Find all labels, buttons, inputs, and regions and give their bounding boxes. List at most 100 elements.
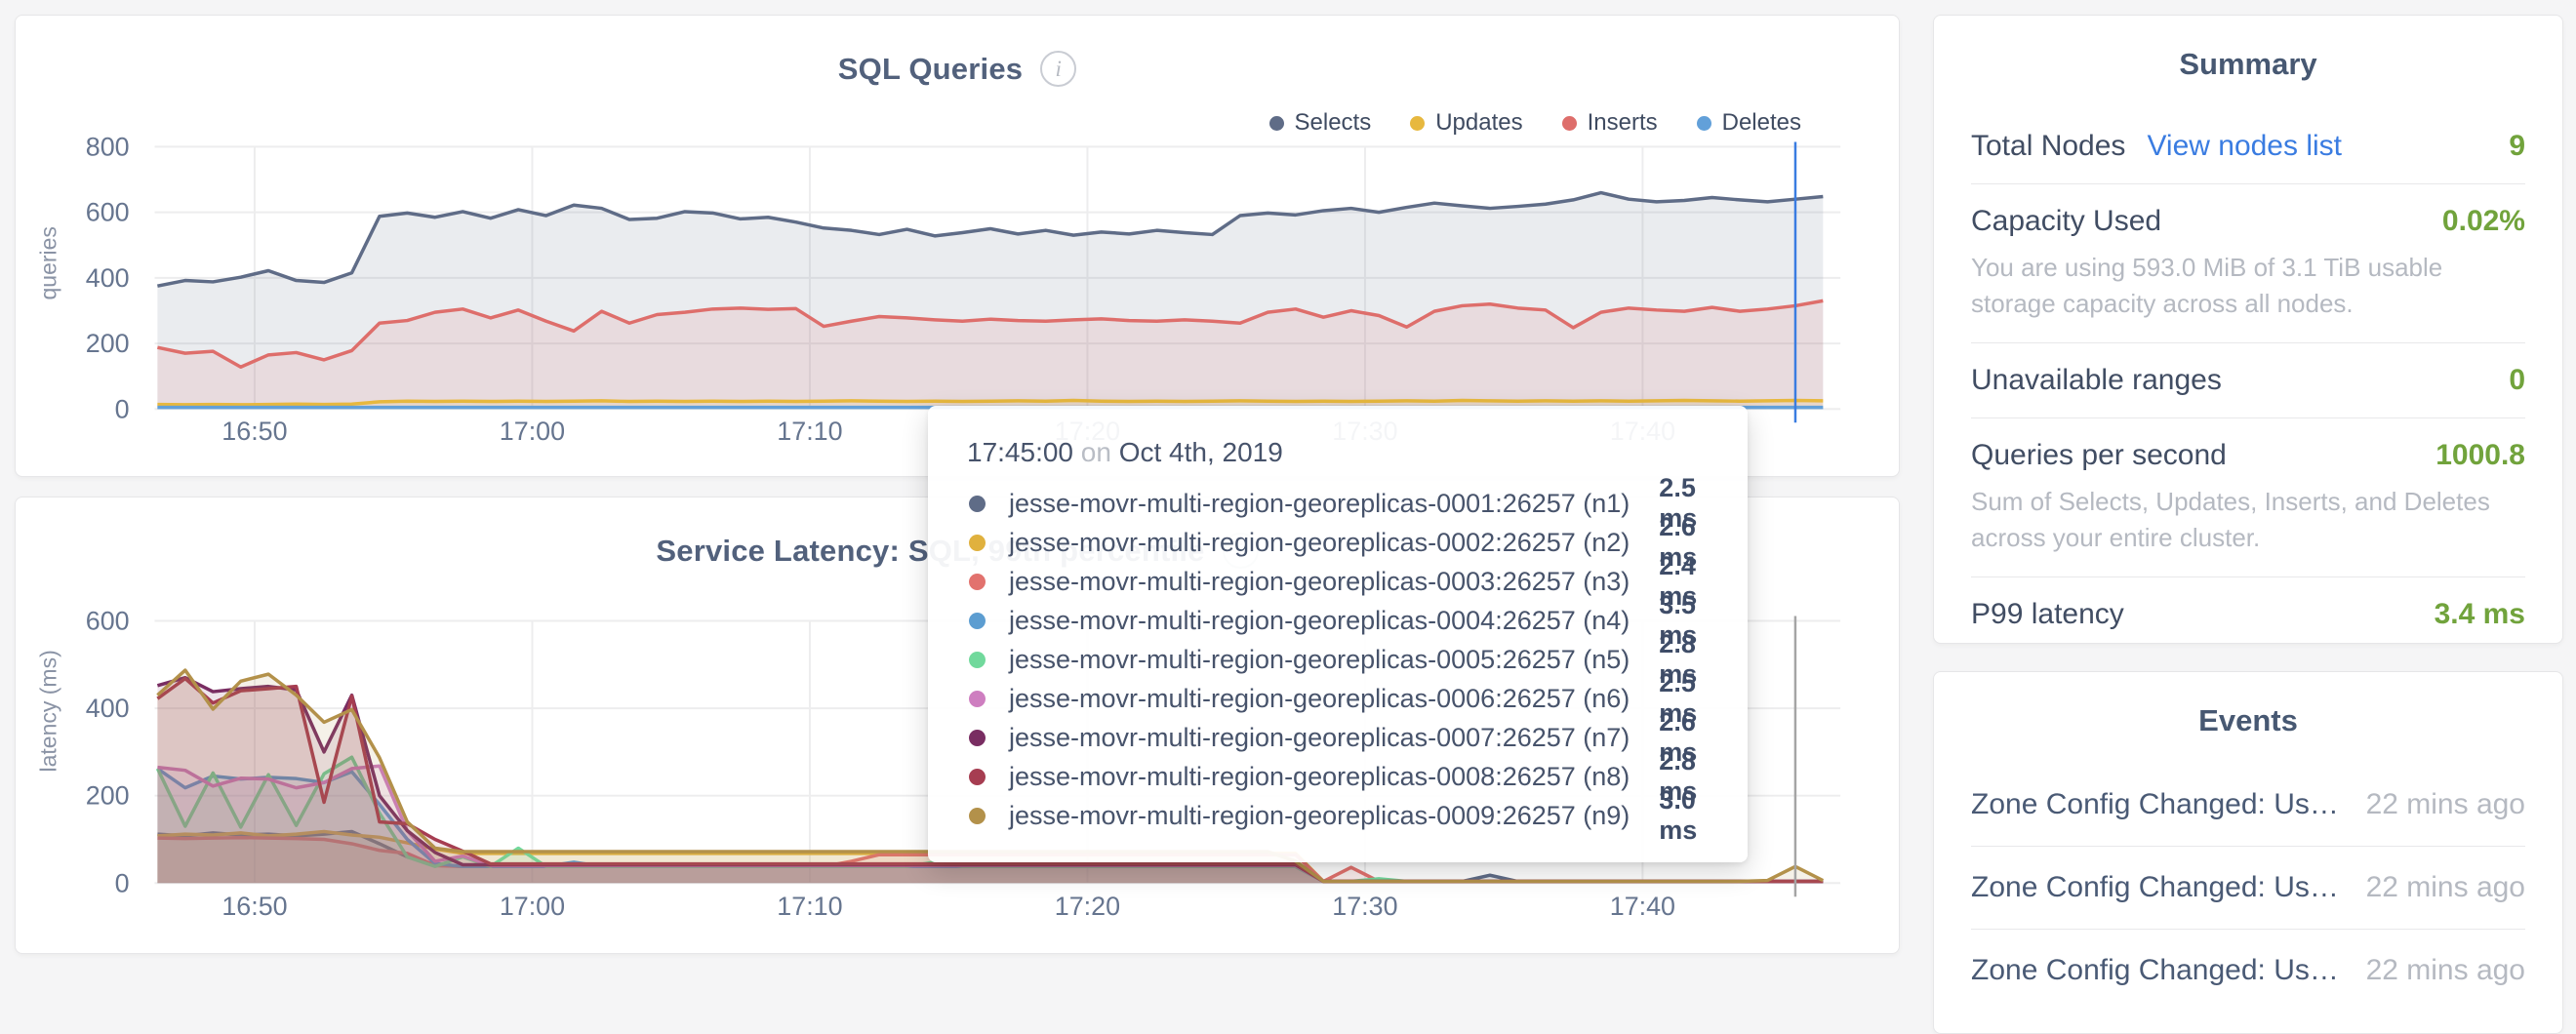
series-n7-area <box>157 677 1824 884</box>
node-latency-value: 2.8 ms <box>1659 629 1698 689</box>
summary-body: Total Nodes View nodes list 9 Capacity U… <box>1934 82 2562 652</box>
series-n4-area <box>157 768 1824 884</box>
sql-queries-title-row: SQL Queries i <box>16 51 1899 87</box>
y-tick-label: 600 <box>86 606 130 635</box>
view-nodes-list-link[interactable]: View nodes list <box>2147 130 2342 162</box>
x-tick-label: 16:50 <box>221 417 287 446</box>
tooltip-row-n4: jesse-movr-multi-region-georeplicas-0004… <box>928 590 1748 650</box>
x-tick-label: 17:40 <box>1610 892 1675 921</box>
tooltip-row-n5: jesse-movr-multi-region-georeplicas-0005… <box>928 629 1748 689</box>
event-time: 22 mins ago <box>2365 954 2525 986</box>
series-n9-area <box>157 670 1824 884</box>
sql-queries-title: SQL Queries <box>837 51 1024 86</box>
tooltip-row-n3: jesse-movr-multi-region-georeplicas-0003… <box>928 551 1748 611</box>
node-name: jesse-movr-multi-region-georeplicas-0005… <box>1009 644 1630 674</box>
series-inserts-line <box>157 298 1824 370</box>
x-tick-label: 17:10 <box>777 892 842 921</box>
node-color-dot-icon <box>969 768 986 785</box>
node-color-dot-icon <box>969 807 986 824</box>
deletes-dot-icon <box>1696 115 1711 131</box>
event-text: Zone Config Changed: User… <box>1971 954 2347 986</box>
node-color-dot-icon <box>969 651 986 668</box>
series-n5-area <box>157 757 1824 884</box>
node-color-dot-icon <box>969 612 986 629</box>
tooltip-row-n1: jesse-movr-multi-region-georeplicas-0001… <box>928 473 1748 533</box>
node-latency-value: 2.5 ms <box>1659 668 1698 728</box>
legend-item-updates: Updates <box>1410 109 1523 137</box>
y-tick-label: 600 <box>86 198 130 227</box>
chart-hover-tooltip: 17:45:00 on Oct 4th, 2019 jesse-movr-mul… <box>928 406 1748 862</box>
total-nodes-label: Total Nodes <box>1971 130 2126 162</box>
divider <box>1971 183 2525 184</box>
capacity-used-subtext: You are using 593.0 MiB of 3.1 TiB usabl… <box>1971 253 2443 318</box>
legend-label: Inserts <box>1587 109 1658 136</box>
node-color-dot-icon <box>969 690 986 707</box>
queries-per-second-label: Queries per second <box>1971 439 2227 471</box>
node-latency-value: 3.5 ms <box>1659 590 1698 650</box>
divider <box>1971 342 2525 343</box>
event-time: 22 mins ago <box>2365 788 2525 820</box>
sql-queries-chart-card: SQL Queries i Selects Updates Inserts De… <box>15 15 1900 477</box>
legend-label: Deletes <box>1721 109 1801 136</box>
sql-queries-legend: Selects Updates Inserts Deletes <box>1268 109 1801 137</box>
unavailable-ranges-label: Unavailable ranges <box>1971 364 2222 396</box>
event-row[interactable]: Zone Config Changed: User… 22 mins ago <box>1971 846 2525 929</box>
tooltip-time: 17:45:00 <box>967 437 1073 467</box>
y-tick-label: 200 <box>86 329 130 358</box>
node-name: jesse-movr-multi-region-georeplicas-0003… <box>1009 566 1630 596</box>
y-tick-label: 400 <box>86 694 130 723</box>
x-tick-label: 16:50 <box>221 892 287 921</box>
node-color-dot-icon <box>969 729 986 746</box>
updates-dot-icon <box>1410 115 1426 131</box>
node-latency-value: 2.5 ms <box>1659 473 1698 533</box>
p99-latency-row: P99 latency 3.4 ms <box>1971 577 2525 652</box>
series-n1-area <box>157 831 1824 884</box>
events-title: Events <box>2198 703 2298 737</box>
queries-per-second-value: 1000.8 <box>2435 439 2525 471</box>
event-text: Zone Config Changed: User… <box>1971 871 2347 903</box>
capacity-used-row: Capacity Used 0.02% You are using 593.0 … <box>1971 184 2525 342</box>
node-color-dot-icon <box>969 573 986 590</box>
node-name: jesse-movr-multi-region-georeplicas-0009… <box>1009 800 1630 830</box>
capacity-used-value: 0.02% <box>2441 205 2525 237</box>
node-latency-value: 2.8 ms <box>1659 746 1698 806</box>
info-icon[interactable]: i <box>1040 51 1077 87</box>
node-name: jesse-movr-multi-region-georeplicas-0007… <box>1009 722 1630 752</box>
p99-latency-value: 3.4 ms <box>2434 598 2525 630</box>
series-n8-area <box>157 678 1824 884</box>
node-name: jesse-movr-multi-region-georeplicas-0008… <box>1009 761 1630 791</box>
event-row[interactable]: Zone Config Changed: User… 22 mins ago <box>1971 764 2525 846</box>
event-row[interactable]: Zone Config Changed: User… 22 mins ago <box>1971 929 2525 1012</box>
node-latency-value: 2.6 ms <box>1659 707 1698 767</box>
x-tick-label: 17:00 <box>500 892 565 921</box>
y-tick-label: 800 <box>86 132 130 161</box>
capacity-used-label: Capacity Used <box>1971 205 2162 237</box>
total-nodes-row: Total Nodes View nodes list 9 <box>1971 109 2525 183</box>
queries-per-second-row: Queries per second 1000.8 Sum of Selects… <box>1971 418 2525 577</box>
unavailable-ranges-row: Unavailable ranges 0 <box>1971 343 2525 418</box>
node-color-dot-icon <box>969 534 986 551</box>
summary-title: Summary <box>2179 47 2317 81</box>
legend-item-inserts: Inserts <box>1561 109 1658 137</box>
x-tick-label: 17:30 <box>1332 892 1397 921</box>
events-panel: Events Zone Config Changed: User… 22 min… <box>1933 671 2563 1034</box>
p99-latency-label: P99 latency <box>1971 598 2124 630</box>
summary-panel: Summary Total Nodes View nodes list 9 Ca… <box>1933 15 2563 644</box>
legend-label: Selects <box>1294 109 1372 136</box>
node-name: jesse-movr-multi-region-georeplicas-0001… <box>1009 488 1630 518</box>
node-latency-value: 3.0 ms <box>1659 785 1698 845</box>
node-latency-value: 2.4 ms <box>1659 551 1698 611</box>
tooltip-row-n2: jesse-movr-multi-region-georeplicas-0002… <box>928 512 1748 572</box>
tooltip-row-n6: jesse-movr-multi-region-georeplicas-0006… <box>928 668 1748 728</box>
events-body: Zone Config Changed: User… 22 mins ago Z… <box>1934 738 2562 1012</box>
y-tick-label: 0 <box>115 394 130 423</box>
queries-per-second-subtext: Sum of Selects, Updates, Inserts, and De… <box>1971 487 2490 552</box>
total-nodes-value: 9 <box>2509 130 2525 162</box>
node-name: jesse-movr-multi-region-georeplicas-0004… <box>1009 605 1630 635</box>
tooltip-row-n8: jesse-movr-multi-region-georeplicas-0008… <box>928 746 1748 806</box>
tooltip-row-n9: jesse-movr-multi-region-georeplicas-0009… <box>928 785 1748 845</box>
series-n6-area <box>157 766 1824 884</box>
legend-label: Updates <box>1435 109 1523 136</box>
node-latency-value: 2.6 ms <box>1659 512 1698 572</box>
tooltip-on: on <box>1080 437 1111 467</box>
